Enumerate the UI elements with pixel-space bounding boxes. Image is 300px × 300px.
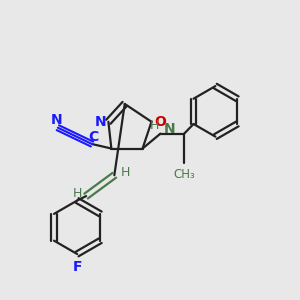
- Text: N: N: [164, 122, 175, 136]
- Text: N: N: [94, 115, 106, 129]
- Text: C: C: [88, 130, 99, 144]
- Text: H: H: [149, 119, 159, 132]
- Text: O: O: [154, 115, 166, 129]
- Text: N: N: [51, 113, 62, 127]
- Text: CH₃: CH₃: [173, 168, 195, 181]
- Text: H: H: [73, 187, 82, 200]
- Text: H: H: [121, 166, 130, 179]
- Text: F: F: [72, 260, 82, 274]
